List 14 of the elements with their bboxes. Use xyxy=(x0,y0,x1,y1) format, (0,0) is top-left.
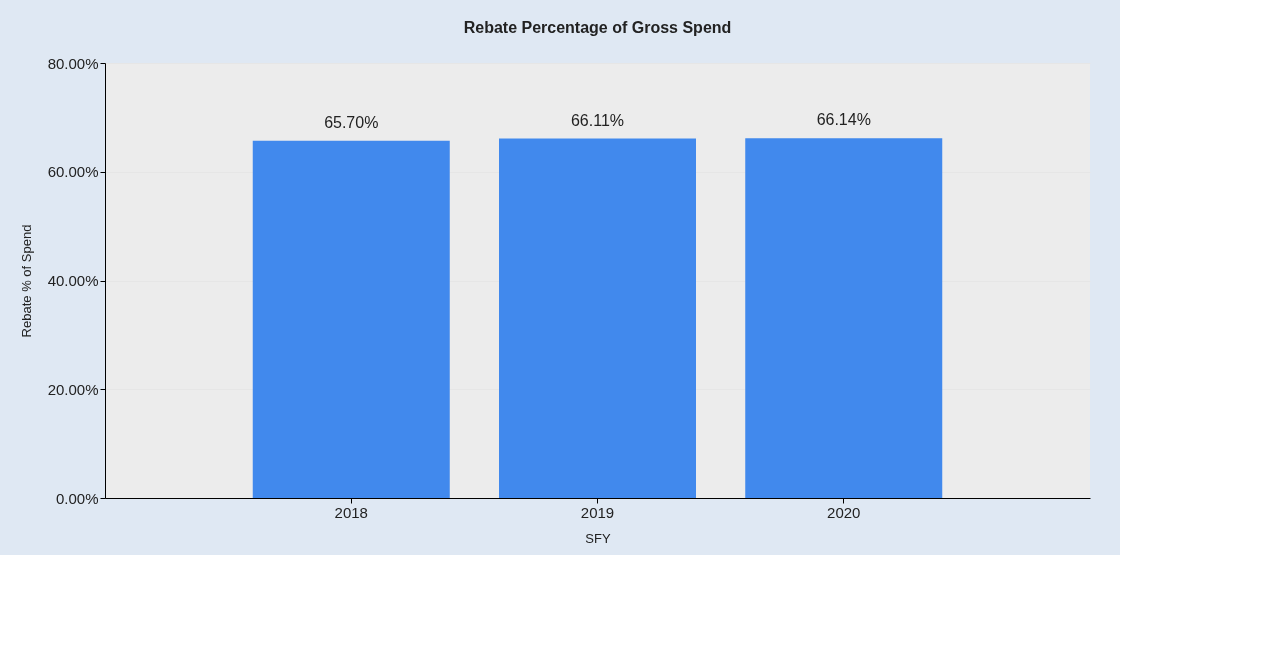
data-label: 66.11% xyxy=(570,111,625,129)
x-axis-title: SFY xyxy=(585,530,611,546)
data-label: 65.70% xyxy=(324,113,379,131)
chart-title: Rebate Percentage of Gross Spend xyxy=(463,19,732,36)
y-tick-label: 40.00% xyxy=(47,272,99,289)
x-tick-label: 2020 xyxy=(827,503,861,521)
y-axis-title: Rebate % of Spend xyxy=(18,224,34,338)
y-tick-label: 20.00% xyxy=(47,380,99,398)
x-tick-label: 2019 xyxy=(580,503,615,521)
y-tick-label: 60.00% xyxy=(47,163,99,181)
y-tick-label: 0.00% xyxy=(55,489,99,507)
x-tick-label: 2018 xyxy=(334,503,368,521)
y-tick-label: 80.00% xyxy=(47,54,99,72)
data-label: 66.14% xyxy=(816,111,871,129)
